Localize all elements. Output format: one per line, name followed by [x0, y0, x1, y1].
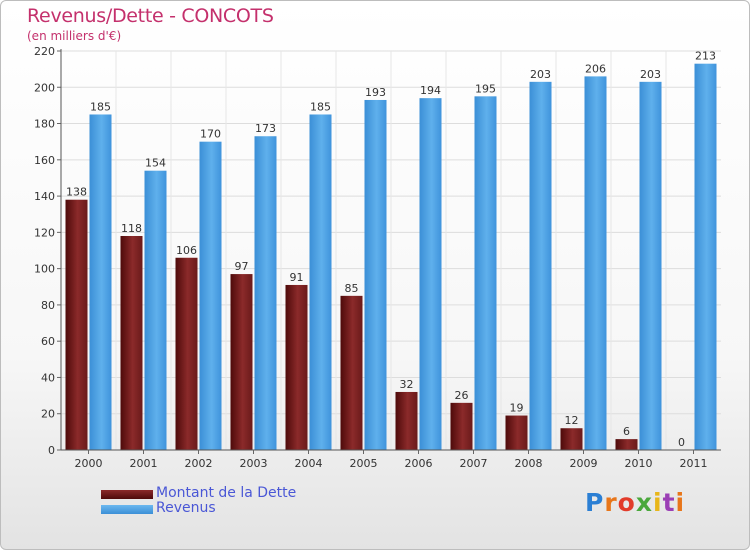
- x-tick-label: 2000: [75, 457, 103, 470]
- data-label-revenue: 203: [530, 68, 551, 81]
- legend-swatch-revenus: [101, 505, 153, 514]
- data-label-debt: 97: [235, 260, 249, 273]
- data-labels: 138 185 118 154 106 170 97 173 91 185 85 193 32 194 26…: [66, 50, 716, 449]
- bars: [65, 63, 717, 451]
- y-tick-label: 80: [41, 299, 55, 312]
- bar-debt: [505, 415, 528, 450]
- legend-label-revenus: Revenus: [156, 500, 216, 516]
- data-label-revenue: 170: [200, 128, 221, 141]
- data-label-revenue: 206: [585, 62, 606, 75]
- y-tick-label: 20: [41, 408, 55, 421]
- data-label-debt: 106: [176, 244, 197, 257]
- bar-debt: [615, 439, 638, 450]
- data-label-debt: 12: [565, 414, 579, 427]
- y-tick-label: 200: [34, 81, 55, 94]
- y-tick-label: 220: [34, 45, 55, 58]
- logo-letter: P: [585, 488, 605, 517]
- x-tick-label: 2003: [240, 457, 268, 470]
- bar-revenue: [639, 81, 662, 450]
- data-label-revenue: 185: [310, 100, 331, 113]
- bar-revenue: [89, 114, 112, 451]
- bar-debt: [65, 199, 88, 450]
- x-tick-label: 2009: [570, 457, 598, 470]
- y-tick-label: 0: [48, 444, 55, 457]
- bar-debt: [175, 257, 198, 450]
- x-tick-label: 2008: [515, 457, 543, 470]
- chart-subtitle: (en milliers d'€): [27, 29, 122, 43]
- logo-letter: t: [662, 488, 676, 517]
- data-label-revenue: 203: [640, 68, 661, 81]
- y-tick-label: 40: [41, 371, 55, 384]
- y-tick-label: 140: [34, 190, 55, 203]
- logo-letter: i: [675, 488, 686, 517]
- bar-revenue: [584, 76, 607, 451]
- bar-revenue: [474, 96, 497, 450]
- bar-debt: [230, 274, 253, 450]
- x-tick-label: 2001: [130, 457, 158, 470]
- bar-debt: [340, 295, 363, 450]
- data-label-debt: 118: [121, 222, 142, 235]
- logo-letter: o: [617, 488, 636, 517]
- bar-revenue: [144, 170, 167, 450]
- data-label-debt: 138: [66, 186, 87, 199]
- data-label-debt: 19: [510, 402, 524, 415]
- legend-label-dette: Montant de la Dette: [156, 485, 297, 501]
- x-tick-label: 2006: [405, 457, 433, 470]
- bar-revenue: [529, 81, 552, 450]
- bar-revenue: [309, 114, 332, 451]
- legend-swatch-dette: [101, 490, 153, 499]
- data-label-debt: 26: [455, 389, 469, 402]
- bar-revenue: [254, 136, 277, 450]
- data-label-debt: 0: [678, 436, 685, 449]
- grid-lines: [61, 50, 721, 451]
- data-label-revenue: 185: [90, 100, 111, 113]
- data-label-debt: 6: [623, 425, 630, 438]
- proxiti-logo: Proxiti: [585, 488, 685, 517]
- chart-title: Revenus/Dette - CONCOTS: [27, 5, 274, 27]
- data-label-revenue: 193: [365, 86, 386, 99]
- bar-debt: [560, 428, 583, 450]
- bar-revenue: [694, 63, 717, 450]
- bar-revenue: [199, 141, 222, 450]
- y-tick-label: 160: [34, 154, 55, 167]
- y-tick-label: 60: [41, 335, 55, 348]
- y-tick-label: 100: [34, 263, 55, 276]
- data-label-revenue: 173: [255, 122, 276, 135]
- x-tick-label: 2005: [350, 457, 378, 470]
- data-label-revenue: 195: [475, 82, 496, 95]
- x-tick-label: 2011: [680, 457, 708, 470]
- x-tick-label: 2010: [625, 457, 653, 470]
- logo-letter: i: [653, 488, 663, 517]
- x-tick-label: 2002: [185, 457, 213, 470]
- bar-debt: [285, 284, 308, 450]
- data-label-revenue: 154: [145, 157, 166, 170]
- x-tick-label: 2004: [295, 457, 323, 470]
- bar-revenue: [419, 98, 442, 451]
- data-label-debt: 32: [400, 378, 414, 391]
- data-label-debt: 91: [290, 271, 304, 284]
- data-label-revenue: 213: [695, 50, 716, 63]
- x-tick-label: 2007: [460, 457, 488, 470]
- bar-debt: [120, 235, 143, 450]
- bar-debt: [450, 402, 473, 450]
- logo-letter: r: [604, 488, 618, 517]
- data-label-debt: 85: [345, 282, 359, 295]
- logo-letter: x: [635, 488, 653, 517]
- bar-revenue: [364, 99, 387, 450]
- data-label-revenue: 194: [420, 84, 441, 97]
- bar-debt: [395, 391, 418, 450]
- y-tick-label: 180: [34, 118, 55, 131]
- y-tick-label: 120: [34, 226, 55, 239]
